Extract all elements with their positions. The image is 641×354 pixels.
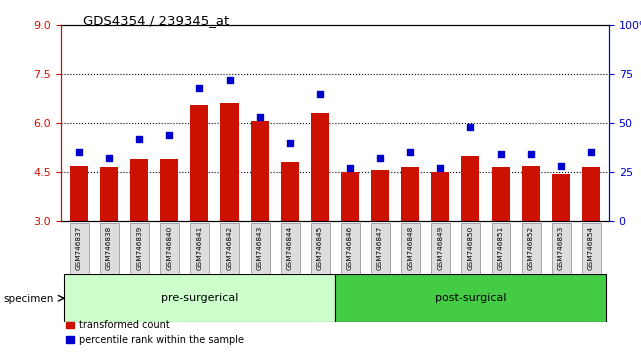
Point bbox=[164, 132, 174, 138]
FancyBboxPatch shape bbox=[335, 274, 606, 322]
FancyBboxPatch shape bbox=[160, 223, 179, 274]
FancyBboxPatch shape bbox=[311, 223, 330, 274]
Bar bbox=[492, 167, 510, 221]
FancyBboxPatch shape bbox=[221, 223, 240, 274]
Point bbox=[586, 150, 596, 155]
Bar bbox=[552, 174, 570, 221]
Bar bbox=[130, 159, 148, 221]
Point bbox=[285, 140, 295, 145]
Bar bbox=[341, 172, 359, 221]
Bar bbox=[401, 167, 419, 221]
Text: GSM746849: GSM746849 bbox=[437, 226, 444, 270]
Point bbox=[224, 77, 235, 82]
Point bbox=[495, 152, 506, 157]
Point bbox=[134, 136, 144, 142]
Text: GSM746853: GSM746853 bbox=[558, 226, 564, 270]
Text: GSM746846: GSM746846 bbox=[347, 226, 353, 270]
Text: GSM746844: GSM746844 bbox=[287, 226, 293, 270]
Point bbox=[435, 165, 445, 171]
Point bbox=[526, 152, 536, 157]
FancyBboxPatch shape bbox=[552, 223, 570, 274]
Bar bbox=[70, 166, 88, 221]
FancyBboxPatch shape bbox=[100, 223, 119, 274]
Text: GSM746842: GSM746842 bbox=[226, 226, 233, 270]
FancyBboxPatch shape bbox=[492, 223, 510, 274]
Text: GSM746850: GSM746850 bbox=[467, 226, 474, 270]
Text: GSM746838: GSM746838 bbox=[106, 226, 112, 270]
Bar bbox=[431, 172, 449, 221]
Bar bbox=[311, 113, 329, 221]
Point bbox=[104, 155, 114, 161]
Point bbox=[375, 155, 385, 161]
Bar bbox=[522, 166, 540, 221]
Point bbox=[74, 150, 84, 155]
Text: GSM746852: GSM746852 bbox=[528, 226, 534, 270]
Point bbox=[315, 91, 325, 96]
Text: GSM746841: GSM746841 bbox=[196, 226, 203, 270]
FancyBboxPatch shape bbox=[401, 223, 420, 274]
Bar bbox=[251, 121, 269, 221]
Point bbox=[556, 164, 566, 169]
Point bbox=[345, 165, 355, 171]
Bar bbox=[190, 105, 208, 221]
FancyBboxPatch shape bbox=[251, 223, 270, 274]
Text: GSM746854: GSM746854 bbox=[588, 226, 594, 270]
Point bbox=[465, 124, 476, 130]
Text: post-surgical: post-surgical bbox=[435, 293, 506, 303]
FancyBboxPatch shape bbox=[462, 223, 480, 274]
Bar bbox=[462, 156, 479, 221]
Point bbox=[254, 114, 265, 120]
FancyBboxPatch shape bbox=[431, 223, 450, 274]
Bar bbox=[371, 171, 389, 221]
FancyBboxPatch shape bbox=[130, 223, 149, 274]
Text: GSM746837: GSM746837 bbox=[76, 226, 82, 270]
FancyBboxPatch shape bbox=[582, 223, 601, 274]
Bar bbox=[160, 159, 178, 221]
Text: GSM746848: GSM746848 bbox=[407, 226, 413, 270]
Text: GSM746840: GSM746840 bbox=[166, 226, 172, 270]
Point bbox=[194, 85, 204, 91]
Text: GDS4354 / 239345_at: GDS4354 / 239345_at bbox=[83, 14, 229, 27]
Bar bbox=[100, 167, 118, 221]
FancyBboxPatch shape bbox=[70, 223, 89, 274]
Bar bbox=[221, 103, 238, 221]
Legend: transformed count, percentile rank within the sample: transformed count, percentile rank withi… bbox=[63, 316, 248, 349]
FancyBboxPatch shape bbox=[281, 223, 300, 274]
Text: GSM746845: GSM746845 bbox=[317, 226, 323, 270]
FancyBboxPatch shape bbox=[341, 223, 360, 274]
FancyBboxPatch shape bbox=[190, 223, 210, 274]
Text: pre-surgerical: pre-surgerical bbox=[161, 293, 238, 303]
FancyBboxPatch shape bbox=[522, 223, 540, 274]
Point bbox=[405, 150, 415, 155]
Text: specimen: specimen bbox=[3, 294, 54, 304]
FancyBboxPatch shape bbox=[64, 274, 335, 322]
Text: GSM746847: GSM746847 bbox=[377, 226, 383, 270]
Text: GSM746851: GSM746851 bbox=[497, 226, 504, 270]
Text: GSM746843: GSM746843 bbox=[256, 226, 263, 270]
FancyBboxPatch shape bbox=[371, 223, 390, 274]
Bar bbox=[582, 167, 600, 221]
Text: GSM746839: GSM746839 bbox=[136, 226, 142, 270]
Bar bbox=[281, 162, 299, 221]
